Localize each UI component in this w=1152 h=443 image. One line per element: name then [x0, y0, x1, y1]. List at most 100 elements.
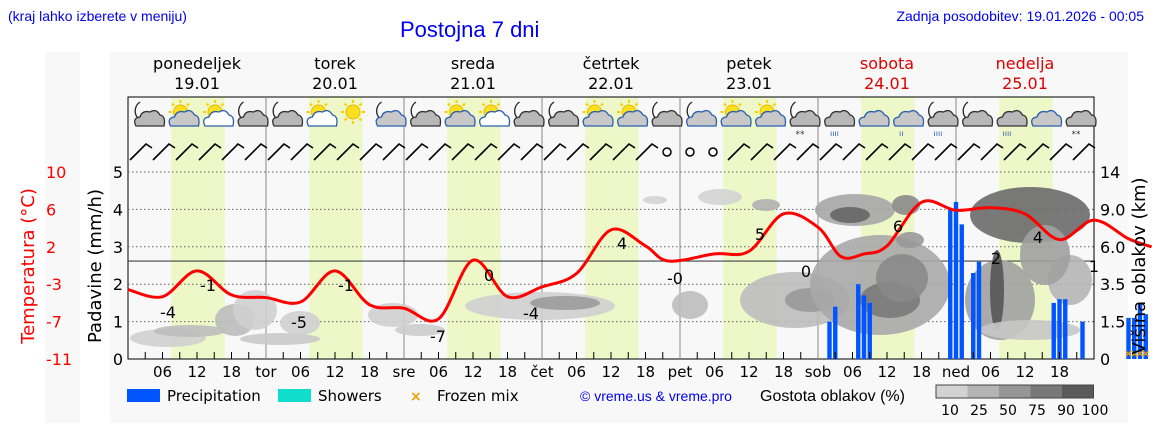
page-title: Postojna 7 dni [400, 17, 540, 42]
wind-barb-icon [796, 142, 820, 161]
legend-frozen-marker: × [410, 389, 422, 405]
cloud-density-area [154, 325, 226, 337]
legend-showers-label: Showers [318, 387, 382, 405]
hour-label: 18 [222, 363, 241, 381]
day-short-label: sre [393, 363, 416, 381]
day-date: 20.01 [312, 74, 358, 93]
temperature-label: -7 [430, 327, 446, 346]
wind-barb-icon [267, 142, 291, 161]
precip-bar [976, 261, 982, 359]
day-name: četrtek [583, 54, 641, 73]
temperature-label: -4 [523, 304, 539, 323]
hour-label: 12 [325, 363, 344, 381]
night-cloudy-icon [410, 101, 442, 127]
night-few-clouds-icon [375, 101, 407, 127]
cloud-density-area [280, 311, 320, 335]
snow-mark: ** [796, 130, 806, 140]
legend-precip-swatch [127, 389, 160, 402]
temperature-label: -5 [291, 313, 307, 332]
cloud-density-area [698, 189, 742, 205]
region-menu-hint: (kraj lahko izberete v meniju) [8, 8, 187, 24]
day-partly-cloudy-icon [720, 100, 752, 127]
day-partly-cloudy-icon [755, 100, 787, 127]
hour-label: 12 [463, 363, 482, 381]
hour-label: 12 [601, 363, 620, 381]
temperature-label: 0 [484, 266, 494, 285]
day-name: torek [314, 54, 356, 73]
hour-label: 12 [877, 363, 896, 381]
temperature-line [127, 199, 1152, 323]
precip-bar [1080, 321, 1085, 359]
wind-barb-icon [359, 142, 383, 161]
wind-barb-icon [1003, 142, 1027, 161]
wind-barb-icon [405, 142, 429, 161]
cloud-density-swatch [999, 385, 1031, 398]
temperature-label: 4 [1033, 228, 1043, 247]
day-sunny-icon [341, 100, 365, 124]
hour-label: 18 [636, 363, 655, 381]
wind-barb-icon [152, 142, 176, 161]
cloud-density-area [643, 196, 667, 204]
night-cloudy-icon [237, 101, 269, 127]
temp-tick: -3 [46, 275, 62, 294]
temp-tick: -7 [46, 313, 62, 332]
wind-calm-icon [685, 147, 695, 157]
wind-barb-icon [842, 142, 866, 161]
cloud-height-tick: 14 [1100, 163, 1120, 182]
wind-barb-icon [750, 142, 774, 161]
day-short-label: tor [255, 363, 277, 381]
temperature-label: 0 [801, 262, 811, 281]
cloud-height-tick: 6.0 [1100, 238, 1125, 257]
night-few-clouds-icon [686, 101, 718, 127]
night-cloudy-icon [513, 101, 545, 127]
temperature-label: -1 [338, 276, 354, 295]
precip-bar [1057, 299, 1062, 359]
cloud-density-tick: 100 [1082, 403, 1109, 419]
precip-tick: 1 [113, 313, 123, 332]
cloud-height-axis-label: Višina oblakov (km) [1129, 177, 1150, 354]
day-short-label: sob [805, 363, 832, 381]
wind-barb-icon [980, 142, 1004, 161]
cloud-density-swatch [1030, 385, 1062, 398]
cloud-density-area [896, 232, 924, 248]
night-cloudy-icon [651, 101, 683, 127]
hour-label: 06 [429, 363, 448, 381]
wind-barb-icon [543, 142, 567, 161]
day-partly-cloudy-icon [444, 100, 476, 127]
day-date: 25.01 [1002, 74, 1048, 93]
legend-showers-swatch [278, 389, 311, 402]
cloudy-rain-icon: ıııı [824, 109, 856, 138]
wind-barb-icon [198, 142, 222, 161]
temp-axis-panel [45, 52, 80, 423]
daylight-band [447, 97, 501, 359]
cloud-density-tick: 25 [970, 403, 988, 419]
cloudy-icon [858, 109, 890, 127]
day-partly-cloudy-icon [582, 100, 614, 127]
precip-bar [1132, 317, 1137, 359]
precip-bar [1126, 317, 1131, 359]
hour-label: 12 [187, 363, 206, 381]
hour-label: 12 [1015, 363, 1034, 381]
wind-barb-icon [336, 142, 360, 161]
wind-barb-icon [957, 142, 981, 161]
hour-label: 06 [153, 363, 172, 381]
cloud-density-swatch [1062, 385, 1094, 398]
copyright-link[interactable]: © vreme.us & vreme.pro [580, 388, 732, 404]
wind-barb-icon [635, 142, 659, 161]
rain-mark: ıı [899, 129, 903, 138]
cloud-density-swatch [967, 385, 999, 398]
wind-barb-icon [1049, 142, 1073, 161]
hour-label: 06 [981, 363, 1000, 381]
precip-tick: 2 [113, 275, 123, 294]
cloud-density-swatch [936, 385, 968, 398]
temp-axis-label: Temperatura (°C) [18, 188, 39, 345]
cloud-density-tick: 10 [941, 403, 959, 419]
day-partly-cloudy-icon [617, 100, 649, 127]
cloud-density-area [990, 250, 1004, 330]
cloud-density-scale [935, 384, 1094, 399]
day-name: petek [726, 54, 772, 73]
cloud-density-tick: 75 [1028, 403, 1046, 419]
wind-barb-icon [865, 142, 889, 161]
temperature-label: -4 [160, 303, 176, 322]
precip-tick: 0 [113, 350, 123, 369]
